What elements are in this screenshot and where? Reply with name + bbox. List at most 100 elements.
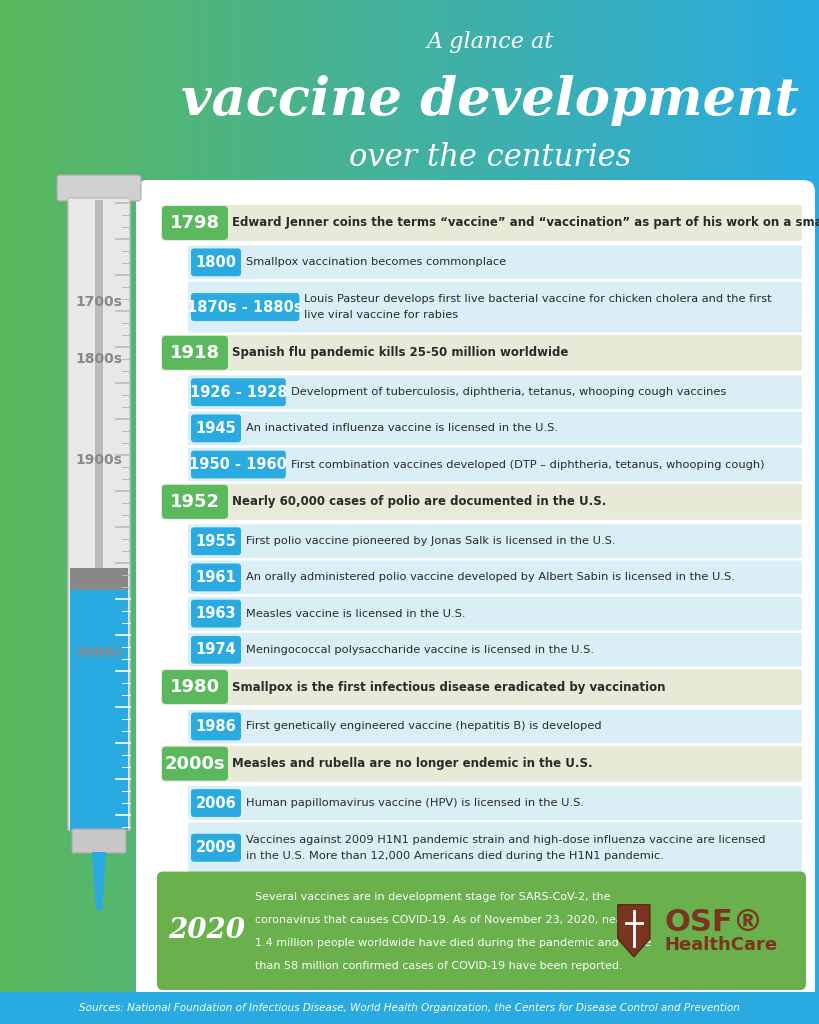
Bar (505, 0, 509, 1024)
Bar (445, 0, 449, 1024)
Bar (554, 0, 558, 1024)
Bar (456, 0, 459, 1024)
Bar (6, 0, 9, 1024)
FancyBboxPatch shape (162, 206, 228, 240)
Bar (770, 0, 774, 1024)
Bar (481, 0, 484, 1024)
Bar (147, 0, 152, 1024)
Text: Human papillomavirus vaccine (HPV) is licensed in the U.S.: Human papillomavirus vaccine (HPV) is li… (246, 798, 584, 808)
Bar (731, 0, 735, 1024)
Text: 1974: 1974 (196, 642, 237, 657)
Bar (60, 0, 64, 1024)
Bar (55, 0, 58, 1024)
Bar (352, 0, 356, 1024)
Bar (387, 0, 391, 1024)
Bar (49, 0, 53, 1024)
Text: 1918: 1918 (170, 344, 220, 361)
Bar (314, 0, 318, 1024)
FancyBboxPatch shape (191, 415, 241, 442)
Bar (57, 0, 61, 1024)
Bar (164, 0, 168, 1024)
Bar (450, 0, 455, 1024)
Bar (278, 0, 283, 1024)
FancyBboxPatch shape (161, 335, 802, 371)
Bar (718, 0, 722, 1024)
Text: over the centuries: over the centuries (349, 142, 631, 173)
Bar (25, 0, 29, 1024)
Bar (311, 0, 315, 1024)
Bar (66, 0, 70, 1024)
Bar (789, 0, 793, 1024)
Bar (420, 0, 424, 1024)
Bar (622, 0, 627, 1024)
Bar (355, 0, 359, 1024)
Bar (219, 0, 222, 1024)
Bar (645, 0, 648, 1024)
Bar (194, 0, 197, 1024)
Text: Smallpox is the first infectious disease eradicated by vaccination: Smallpox is the first infectious disease… (232, 681, 666, 693)
Bar (41, 0, 45, 1024)
Bar (415, 0, 419, 1024)
Bar (235, 0, 238, 1024)
Bar (609, 0, 613, 1024)
Bar (467, 0, 471, 1024)
Bar (322, 0, 326, 1024)
Bar (541, 0, 545, 1024)
Bar (289, 0, 293, 1024)
Text: Meningococcal polysaccharide vaccine is licensed in the U.S.: Meningococcal polysaccharide vaccine is … (246, 645, 594, 654)
Bar (68, 0, 72, 1024)
Bar (792, 0, 795, 1024)
Text: 1870s - 1880s: 1870s - 1880s (188, 300, 303, 314)
Bar (150, 0, 154, 1024)
Bar (90, 0, 94, 1024)
Bar (753, 0, 758, 1024)
Bar (434, 0, 438, 1024)
Bar (180, 0, 184, 1024)
FancyBboxPatch shape (188, 447, 802, 481)
Text: 1700s: 1700s (75, 295, 122, 309)
Polygon shape (618, 905, 649, 956)
Text: vaccine development: vaccine development (181, 75, 799, 126)
Bar (538, 0, 541, 1024)
Bar (748, 0, 752, 1024)
Bar (27, 0, 31, 1024)
Bar (674, 0, 678, 1024)
Bar (614, 0, 618, 1024)
Bar (494, 0, 498, 1024)
Bar (243, 0, 247, 1024)
Text: 1926 - 1928: 1926 - 1928 (189, 385, 287, 399)
Bar (174, 0, 179, 1024)
Bar (653, 0, 656, 1024)
Text: First genetically engineered vaccine (hepatitis B) is developed: First genetically engineered vaccine (he… (246, 722, 602, 731)
Bar (109, 0, 113, 1024)
Bar (584, 0, 588, 1024)
Bar (305, 0, 310, 1024)
Text: in the U.S. More than 12,000 Americans died during the H1N1 pandemic.: in the U.S. More than 12,000 Americans d… (246, 851, 664, 860)
Bar (2, 0, 7, 1024)
Bar (702, 0, 705, 1024)
Text: 1955: 1955 (196, 534, 237, 549)
Bar (604, 0, 607, 1024)
Text: 1800s: 1800s (75, 352, 123, 367)
Bar (172, 0, 176, 1024)
Bar (0, 992, 819, 1024)
Bar (735, 0, 738, 1024)
Bar (756, 0, 760, 1024)
Bar (369, 0, 373, 1024)
FancyBboxPatch shape (188, 597, 802, 631)
Bar (781, 0, 785, 1024)
Text: Sources: National Foundation of Infectious Disease, World Health Organization, t: Sources: National Foundation of Infectio… (79, 1002, 740, 1013)
Text: 1798: 1798 (170, 214, 220, 232)
Bar (47, 0, 50, 1024)
Bar (166, 0, 170, 1024)
Bar (743, 0, 746, 1024)
FancyBboxPatch shape (191, 600, 241, 628)
Bar (688, 0, 692, 1024)
Text: 1800: 1800 (196, 255, 237, 270)
Bar (191, 0, 195, 1024)
Bar (129, 0, 132, 1024)
FancyBboxPatch shape (191, 249, 241, 276)
Bar (104, 0, 107, 1024)
Bar (358, 0, 361, 1024)
Bar (568, 0, 572, 1024)
